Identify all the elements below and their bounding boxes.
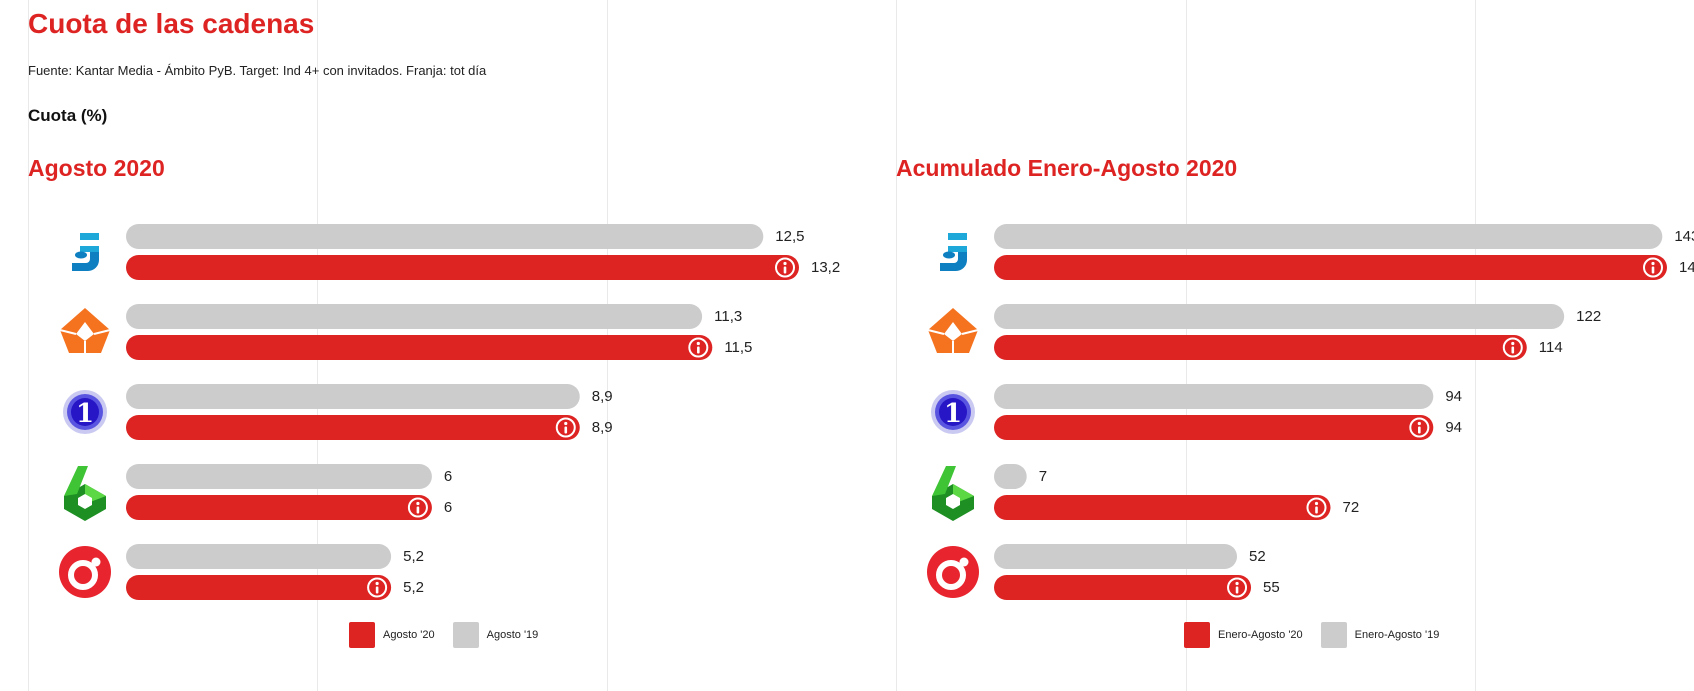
info-icon[interactable] bbox=[367, 577, 388, 598]
panel-title: Acumulado Enero-Agosto 2020 bbox=[896, 155, 1238, 181]
info-icon[interactable] bbox=[1643, 257, 1663, 278]
legend-swatch-previous bbox=[452, 622, 479, 648]
info-icon[interactable] bbox=[555, 417, 576, 438]
telecinco-logo-icon bbox=[72, 233, 99, 271]
value-label-current: 6 bbox=[444, 499, 452, 516]
value-label-current: 55 bbox=[1263, 579, 1280, 596]
legend-label: Agosto '20 bbox=[383, 629, 435, 641]
value-label-previous: 8,9 bbox=[592, 388, 613, 405]
value-label-previous: 11,3 bbox=[714, 308, 742, 325]
value-label-current: 114 bbox=[1539, 339, 1563, 356]
bar-previous[interactable] bbox=[126, 304, 703, 329]
bar-current[interactable] bbox=[994, 495, 1331, 520]
lasexta-logo-icon bbox=[64, 466, 106, 521]
legend-label: Enero-Agosto '19 bbox=[1354, 629, 1440, 641]
bar-current[interactable] bbox=[994, 255, 1667, 280]
info-icon[interactable] bbox=[407, 497, 428, 518]
bar-previous[interactable] bbox=[126, 544, 392, 569]
chart-panel-agosto: Agosto 2020 12,5 13,2 11,3 11,5 1 8,9 8,9 6 6 5,2… bbox=[28, 0, 888, 691]
value-label-current: 94 bbox=[1445, 419, 1462, 436]
value-label-previous: 7 bbox=[1039, 468, 1047, 485]
legend: Enero-Agosto '20 Enero-Agosto '19 bbox=[1184, 622, 1439, 648]
telecinco-logo-icon bbox=[940, 233, 967, 271]
bar-current[interactable] bbox=[126, 575, 392, 600]
value-label-previous: 5,2 bbox=[403, 548, 424, 565]
bar-previous[interactable] bbox=[994, 464, 1027, 489]
info-icon[interactable] bbox=[1227, 577, 1248, 598]
antena3-logo-icon bbox=[59, 308, 111, 353]
gridline bbox=[896, 0, 897, 691]
svg-text:1: 1 bbox=[944, 399, 962, 429]
bar-current[interactable] bbox=[126, 415, 580, 440]
legend-swatch-current bbox=[1184, 622, 1210, 648]
value-label-previous: 94 bbox=[1445, 388, 1462, 405]
bar-chart-acumulado: 143 144 122 114 1 94 94 7 72 52 55 bbox=[927, 224, 1694, 600]
value-label-current: 144 bbox=[1679, 259, 1694, 276]
value-label-current: 5,2 bbox=[403, 579, 424, 596]
legend-item-current[interactable]: Agosto '20 bbox=[349, 622, 435, 648]
bar-previous[interactable] bbox=[126, 224, 764, 249]
bar-current[interactable] bbox=[126, 255, 799, 280]
value-label-current: 11,5 bbox=[724, 339, 752, 356]
bar-current[interactable] bbox=[994, 335, 1527, 360]
bar-current[interactable] bbox=[994, 575, 1252, 600]
bar-previous[interactable] bbox=[994, 544, 1238, 569]
svg-text:1: 1 bbox=[76, 399, 94, 429]
info-icon[interactable] bbox=[1502, 337, 1523, 358]
legend-item-previous[interactable]: Agosto '19 bbox=[452, 622, 539, 648]
info-icon[interactable] bbox=[688, 337, 709, 358]
source-note: Fuente: Kantar Media - Ámbito PyB. Targe… bbox=[28, 63, 487, 78]
bar-current[interactable] bbox=[126, 495, 432, 520]
lasexta-logo-icon bbox=[932, 466, 974, 521]
bar-previous[interactable] bbox=[994, 384, 1434, 409]
la1-logo-icon: 1 bbox=[63, 390, 107, 434]
value-label-previous: 143 bbox=[1674, 228, 1694, 245]
metric-label: Cuota (%) bbox=[28, 106, 108, 125]
value-label-previous: 122 bbox=[1576, 308, 1601, 325]
bar-previous[interactable] bbox=[994, 224, 1663, 249]
bar-chart-agosto: 12,5 13,2 11,3 11,5 1 8,9 8,9 6 6 5,2 5,2 bbox=[59, 224, 840, 600]
chart-panel-acumulado: Acumulado Enero-Agosto 2020 143 144 122 114… bbox=[896, 0, 1694, 691]
bar-current[interactable] bbox=[126, 335, 713, 360]
value-label-current: 8,9 bbox=[592, 419, 613, 436]
panel-title: Agosto 2020 bbox=[28, 155, 165, 181]
value-label-current: 72 bbox=[1343, 499, 1360, 516]
legend-item-previous[interactable]: Enero-Agosto '19 bbox=[1320, 622, 1440, 648]
bar-previous[interactable] bbox=[994, 304, 1565, 329]
legend: Agosto '20 Agosto '19 bbox=[349, 622, 538, 648]
legend-swatch-previous bbox=[1320, 622, 1347, 648]
antena3-logo-icon bbox=[927, 308, 979, 353]
value-label-previous: 12,5 bbox=[775, 228, 804, 245]
value-label-previous: 6 bbox=[444, 468, 452, 485]
page-title: Cuota de las cadenas bbox=[28, 8, 315, 39]
legend-item-current[interactable]: Enero-Agosto '20 bbox=[1184, 622, 1303, 648]
info-icon[interactable] bbox=[1409, 417, 1430, 438]
cuatro-logo-icon bbox=[927, 546, 979, 598]
bar-previous[interactable] bbox=[126, 384, 580, 409]
value-label-current: 13,2 bbox=[811, 259, 840, 276]
legend-label: Enero-Agosto '20 bbox=[1218, 629, 1303, 641]
cuatro-logo-icon bbox=[59, 546, 111, 598]
value-label-previous: 52 bbox=[1249, 548, 1266, 565]
bar-current[interactable] bbox=[994, 415, 1434, 440]
info-icon[interactable] bbox=[1306, 497, 1327, 518]
gridline bbox=[28, 0, 29, 691]
bar-previous[interactable] bbox=[126, 464, 432, 489]
legend-swatch-current bbox=[349, 622, 375, 648]
la1-logo-icon: 1 bbox=[931, 390, 975, 434]
legend-label: Agosto '19 bbox=[486, 629, 539, 641]
info-icon[interactable] bbox=[775, 257, 795, 278]
